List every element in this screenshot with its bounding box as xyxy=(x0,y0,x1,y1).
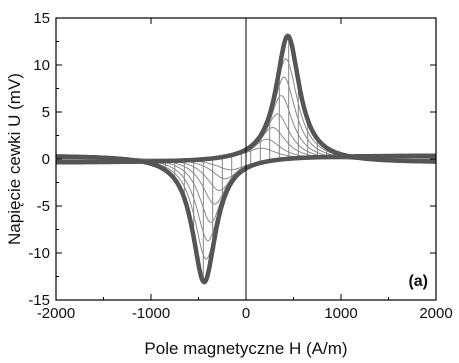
y-tick-label: 15 xyxy=(33,10,50,27)
y-tick-label: -5 xyxy=(37,198,50,215)
y-tick-label: -15 xyxy=(28,292,50,309)
panel-label: (a) xyxy=(408,273,428,290)
y-tick-label: 5 xyxy=(42,104,50,121)
x-tick-label: -2000 xyxy=(37,305,75,322)
y-tick-label: 10 xyxy=(33,57,50,74)
axis-ticks: -2000 -1000 0 1000 2000 -15 -10 -5 0 5 10 15 xyxy=(28,10,452,322)
x-tick-label: 0 xyxy=(242,305,250,322)
plot-area xyxy=(56,18,436,300)
y-tick-label: -10 xyxy=(28,245,50,262)
x-tick-label: -1000 xyxy=(132,305,170,322)
x-axis-title: Pole magnetyczne H (A/m) xyxy=(144,339,347,358)
y-axis-title: Napięcie cewki U (mV) xyxy=(5,73,24,245)
y-tick-label: 0 xyxy=(42,151,50,168)
x-tick-label: 2000 xyxy=(419,305,452,322)
x-tick-label: 1000 xyxy=(324,305,357,322)
